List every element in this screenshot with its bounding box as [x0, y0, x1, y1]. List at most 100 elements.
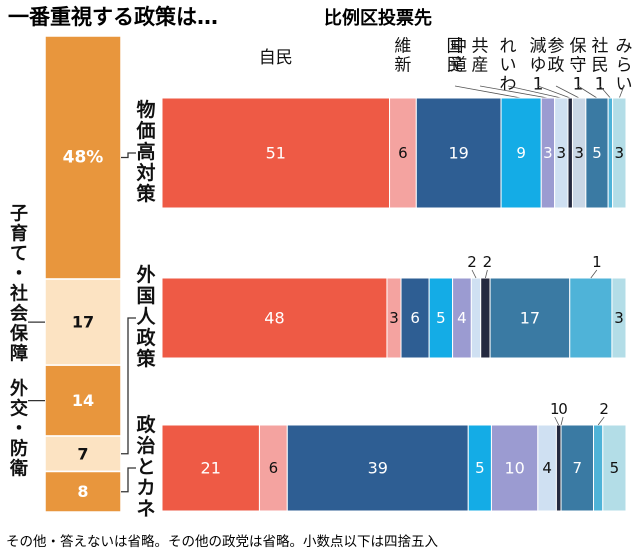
policy-value-childcare: 17 — [72, 313, 94, 332]
bar-value-0-2: 19 — [449, 144, 469, 163]
row-label-0: 高 — [136, 140, 155, 163]
connector-money — [121, 467, 136, 493]
bar-value-0-7: 3 — [574, 144, 584, 162]
party-header-8: 保 — [570, 37, 587, 57]
policy-value-diplomacy: 14 — [72, 391, 94, 410]
row-label-1: 外 — [136, 263, 155, 286]
policy-value-money: 8 — [77, 482, 88, 501]
party-header-6: ゆ — [530, 56, 547, 76]
policy-value-prices: 48% — [63, 148, 104, 168]
policy-axis-label-childcare: 障 — [10, 343, 28, 365]
bar-value-2-10: 5 — [610, 459, 620, 477]
row-label-2: ネ — [136, 498, 155, 520]
chart-title: 一番重視する政策は… — [8, 5, 218, 29]
bar-segment-2-10 — [602, 424, 627, 512]
bar-value-0-8: 5 — [592, 144, 602, 162]
row-label-0: 価 — [135, 120, 155, 142]
party-header-tick — [479, 85, 548, 99]
bar-value-2-0: 21 — [201, 459, 221, 478]
bar-value-tick — [560, 416, 564, 426]
party-header-8: 1 — [573, 75, 584, 95]
row-label-2: と — [136, 456, 155, 478]
policy-axis-label-childcare: ・ — [10, 264, 28, 285]
bar-value-above-2-7: 0 — [558, 400, 568, 418]
bar-value-above-1-5: 2 — [467, 253, 477, 271]
bar-segment-1-10 — [611, 277, 627, 359]
policy-share-column: 48% 17 14 7 8 — [44, 35, 122, 513]
bar-segment-1-5 — [470, 277, 482, 359]
party-header-2: 道 — [450, 56, 467, 76]
bar-value-2-2: 39 — [368, 459, 388, 478]
bar-segment-2-2 — [286, 424, 469, 512]
policy-axis-label-diplomacy: ・ — [10, 419, 28, 440]
bar-segment-0-1 — [389, 97, 417, 209]
bar-value-tick — [554, 416, 560, 426]
bar-value-0-5: 3 — [557, 144, 567, 162]
bar-segment-0-6 — [567, 97, 573, 209]
bar-value-0-10: 3 — [615, 144, 625, 162]
policy-value-foreigners: 7 — [77, 444, 88, 463]
bar-value-2-3: 5 — [475, 459, 485, 477]
party-header-1: 新 — [394, 56, 411, 76]
party-header-10: ら — [616, 56, 633, 76]
policy-axis-label-childcare: 社 — [10, 283, 28, 305]
party-header-4: 産 — [472, 56, 489, 76]
policy-axis-label-diplomacy: 外 — [10, 378, 28, 400]
row-label-2: 政 — [136, 413, 156, 436]
party-header-7: 参 — [548, 37, 565, 57]
policy-axis-label-childcare: 保 — [9, 323, 29, 345]
bar-value-tick — [485, 269, 488, 279]
row-label-0: 物 — [136, 98, 155, 121]
policy-segment-childcare — [44, 278, 122, 366]
party-header-8: 守 — [570, 56, 587, 76]
policy-axis-label-diplomacy: 防 — [10, 438, 28, 460]
party-header-tick — [599, 85, 611, 99]
bar-value-tick — [471, 269, 477, 279]
bar-segment-0-10 — [612, 97, 627, 209]
bar-value-0-1: 6 — [398, 144, 408, 162]
bar-value-2-1: 6 — [269, 459, 279, 477]
bar-value-tick — [590, 269, 598, 279]
row-label-0: 策 — [136, 182, 156, 205]
party-header-tick — [507, 85, 562, 99]
bar-value-1-3: 5 — [436, 309, 446, 327]
party-header-0: 自民 — [259, 48, 293, 68]
party-header-7: 政 — [548, 56, 565, 76]
bar-value-2-8: 7 — [573, 459, 583, 477]
footnote: その他・答えないは省略。その他の政党は省略。小数点以下は四捨五入 — [6, 533, 438, 550]
party-header-9: 社 — [592, 37, 609, 57]
party-header-tick — [555, 85, 580, 99]
connector-foreigners — [121, 317, 136, 455]
bar-value-0-4: 3 — [543, 144, 553, 162]
bar-value-1-8: 17 — [520, 309, 540, 328]
party-header-1: 維 — [394, 37, 411, 57]
bar-value-1-4: 4 — [457, 309, 467, 327]
bar-segment-2-0 — [161, 424, 260, 512]
party-header-6: 減 — [530, 37, 547, 57]
party-header-3: 民 — [447, 56, 464, 76]
bar-segment-1-9 — [569, 277, 613, 359]
bar-value-above-1-6: 2 — [483, 253, 493, 271]
policy-axis-label-childcare: 子 — [10, 204, 28, 225]
party-header-5: れ — [500, 37, 517, 57]
row-label-1: 策 — [136, 347, 156, 370]
policy-axis-label-childcare: て — [10, 244, 28, 265]
bar-value-2-4: 10 — [504, 459, 524, 478]
policy-segment-diplomacy — [44, 364, 122, 437]
party-header-10: み — [616, 37, 633, 57]
party-header-tick — [537, 85, 571, 99]
party-header-6: 1 — [533, 75, 544, 95]
bar-value-1-1: 3 — [389, 309, 399, 327]
bar-segment-1-6 — [480, 277, 491, 359]
bar-segment-2-6 — [555, 424, 562, 512]
party-header-2: 中 — [450, 37, 467, 57]
chart-subtitle: 比例区投票先 — [324, 7, 432, 29]
policy-axis-label-childcare: 会 — [10, 303, 28, 325]
bar-segment-2-9 — [593, 424, 604, 512]
bar-value-2-5: 4 — [542, 459, 552, 477]
bar-segment-0-9 — [607, 97, 614, 209]
bar-value-0-0: 51 — [266, 144, 286, 163]
